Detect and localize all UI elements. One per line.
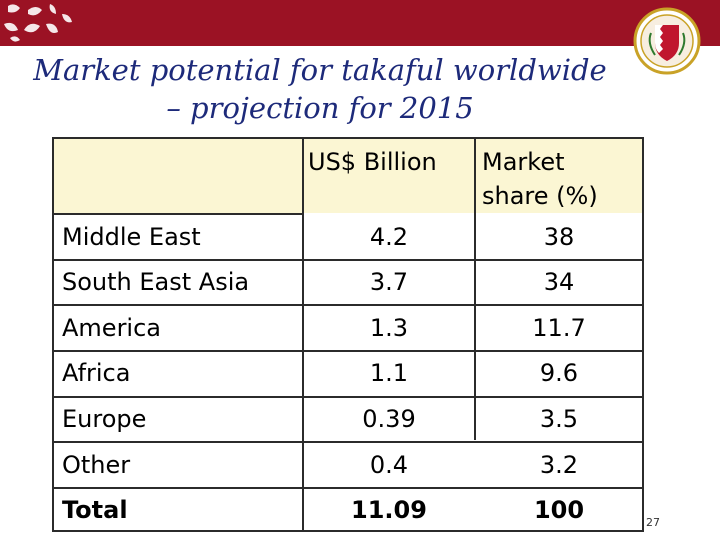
table-header-background [54, 139, 642, 213]
slide-title-line-2: – projection for 2015 [166, 91, 474, 125]
header-market-share-line-1: Market [482, 148, 565, 176]
market-share-value: 9.6 [539, 359, 579, 387]
market-share-value: 38 [543, 223, 575, 251]
table-divider [54, 304, 642, 306]
total-market-share-value: 100 [533, 496, 585, 524]
row-label: Europe [62, 405, 147, 433]
usd-billion-value: 1.1 [369, 359, 409, 387]
row-label: Other [62, 451, 131, 479]
market-share-value: 3.2 [539, 451, 579, 479]
market-share-value: 34 [543, 268, 575, 296]
usd-billion-value: 0.4 [369, 451, 409, 479]
emblem-seal-icon [633, 7, 701, 75]
table-divider [54, 259, 642, 261]
market-share-value: 3.5 [539, 405, 579, 433]
row-label: South East Asia [62, 268, 250, 296]
header-us-billion: US$ Billion [308, 148, 437, 176]
market-share-value: 11.7 [532, 314, 586, 342]
row-label: America [62, 314, 161, 342]
total-row-label: Total [62, 496, 128, 524]
slide-title-line-1: Market potential for takaful worldwide [33, 53, 607, 87]
usd-billion-value: 0.39 [362, 405, 416, 433]
row-label: Africa [62, 359, 131, 387]
table-divider [302, 139, 304, 530]
usd-billion-value: 3.7 [369, 268, 409, 296]
table-divider [54, 487, 642, 489]
market-table: US$ Billion Market share (%) Middle East… [52, 137, 644, 532]
table-divider [54, 441, 642, 443]
top-banner [0, 0, 720, 46]
total-usd-billion-value: 11.09 [351, 496, 427, 524]
header-market-share-line-2: share (%) [482, 182, 598, 210]
table-divider [54, 213, 302, 215]
usd-billion-value: 4.2 [369, 223, 409, 251]
table-divider [474, 139, 476, 440]
ornament-pattern-icon [0, 0, 78, 46]
table-divider [54, 396, 642, 398]
table-divider [54, 350, 642, 352]
row-label: Middle East [62, 223, 201, 251]
usd-billion-value: 1.3 [369, 314, 409, 342]
slide-number: 27 [646, 516, 660, 529]
